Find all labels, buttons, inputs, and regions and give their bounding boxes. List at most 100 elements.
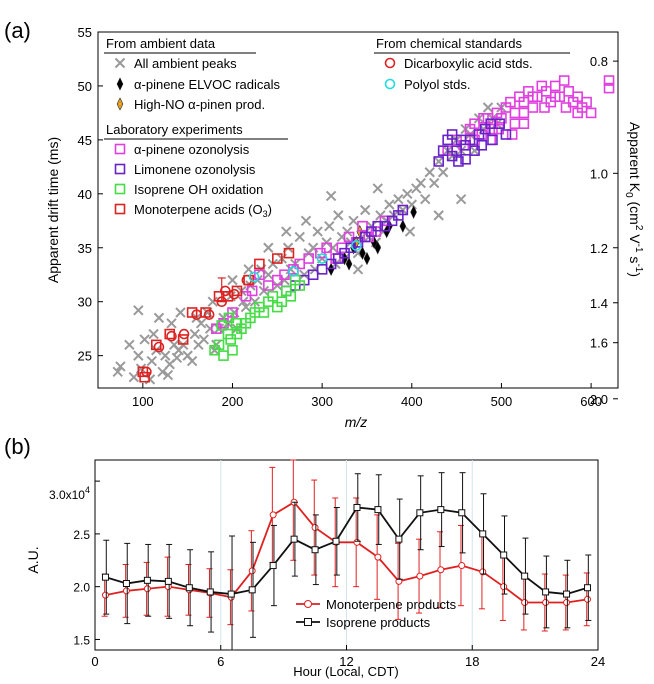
elvoc-point-5 bbox=[363, 251, 371, 266]
limonene-point-18 bbox=[437, 145, 449, 156]
point-1-9 bbox=[290, 535, 298, 543]
monoacid-point-9 bbox=[231, 285, 243, 297]
ambient-point-42 bbox=[267, 258, 279, 270]
limonene-point-24 bbox=[464, 134, 476, 146]
legend-header-ambient: From ambient data bbox=[106, 36, 216, 51]
ambient-point-25-b bbox=[207, 296, 218, 307]
chart-b: 0 6 12 18 24 1.5 2.0 2.5 3.0x104 Hour (Local, C… bbox=[25, 459, 605, 679]
limonene-point-26 bbox=[473, 129, 485, 140]
ambient-point-60 bbox=[333, 210, 344, 221]
ambient-point-102-b bbox=[133, 305, 144, 316]
ambient-point-58-b bbox=[327, 242, 339, 253]
apinene-point-34 bbox=[509, 107, 521, 119]
apinene-point-48 bbox=[572, 91, 583, 103]
ambient-point-85 bbox=[428, 177, 440, 189]
isoprene-point-5 bbox=[227, 344, 238, 356]
point-0-12 bbox=[353, 538, 361, 546]
apinene-point-7 bbox=[272, 274, 283, 286]
y2-tick-label-0: 0.8 bbox=[590, 54, 608, 69]
isoprene-point-21 bbox=[216, 320, 228, 331]
ambient-point-57-b bbox=[324, 220, 335, 232]
apinene-point-5 bbox=[254, 269, 265, 281]
point-1-13 bbox=[374, 506, 382, 514]
ambient-point-18-b bbox=[186, 355, 198, 367]
isoprene-point-16 bbox=[276, 296, 288, 307]
apinene-point-59 bbox=[518, 107, 530, 119]
ambient-point-80-b bbox=[406, 199, 418, 210]
point-1-23 bbox=[584, 584, 592, 592]
ambient-point-116 bbox=[372, 183, 383, 194]
point-0-23 bbox=[584, 595, 592, 603]
legend-label-dicarb: Dicarboxylic acid stds. bbox=[404, 56, 533, 71]
monoacid-point-4 bbox=[177, 334, 189, 345]
point-1-16 bbox=[437, 506, 445, 514]
isoprene-point-20 bbox=[294, 280, 306, 291]
legend-symbol-isoprene bbox=[114, 183, 126, 195]
chart-a-legend: From ambient data Laboratory experiments… bbox=[104, 36, 570, 219]
dicarb-point-8 bbox=[228, 288, 240, 300]
isoprene-point-18 bbox=[285, 291, 297, 302]
point-0-13 bbox=[374, 553, 382, 561]
point-0-10 bbox=[311, 524, 319, 532]
ambient-point-119 bbox=[455, 194, 467, 205]
ambient-point-83-b bbox=[420, 194, 431, 205]
apinene-point-64 bbox=[572, 107, 583, 119]
chart-b-legend: Monoterpene products Isoprene products bbox=[296, 597, 457, 630]
point-1-5 bbox=[206, 588, 214, 596]
point-0-14 bbox=[395, 577, 403, 585]
x-tick-label-3: 400 bbox=[401, 394, 423, 409]
point-1-18 bbox=[479, 530, 487, 538]
limonene-point-25 bbox=[469, 145, 480, 156]
ambient-point-52-b bbox=[307, 242, 319, 253]
ambient-point-79 bbox=[402, 188, 413, 200]
elvoc-point-7 bbox=[374, 241, 381, 255]
ambient-point-49-b bbox=[294, 231, 305, 243]
apinene-point-29 bbox=[487, 123, 498, 135]
legend-symbol-elvoc bbox=[116, 77, 124, 91]
monoacid-point-12 bbox=[272, 253, 283, 264]
ambient-point-115 bbox=[352, 264, 364, 275]
ambient-point-22-b bbox=[198, 334, 210, 345]
legend-symbol-polyol bbox=[384, 78, 396, 90]
ambient-point-43 bbox=[272, 280, 283, 291]
ambient-point-2 bbox=[128, 372, 140, 383]
panel-b-label: (b) bbox=[4, 434, 31, 459]
legend-label-highno: High-NO α-pinen prod. bbox=[134, 97, 265, 112]
limonene-point-13 bbox=[379, 220, 391, 232]
ambient-point-54-b bbox=[312, 226, 323, 237]
point-0-0 bbox=[101, 591, 109, 599]
monoacid-point-2 bbox=[150, 339, 162, 351]
apinene-point-38 bbox=[527, 102, 539, 113]
ambient-point-42-b bbox=[267, 258, 279, 270]
ambient-point-118 bbox=[433, 210, 444, 221]
point-1-2 bbox=[143, 576, 151, 584]
ambient-point-17-b bbox=[182, 350, 193, 361]
ambient-point-5 bbox=[139, 334, 150, 345]
series-limonene bbox=[280, 118, 512, 297]
apinene-point-31 bbox=[496, 113, 507, 124]
point-1-21 bbox=[542, 588, 550, 596]
apinene-point-62 bbox=[549, 91, 561, 103]
ambient-point-75 bbox=[384, 199, 395, 210]
dicarb-point-4 bbox=[191, 309, 202, 320]
apinene-point-45 bbox=[558, 75, 570, 86]
ambient-point-56-b bbox=[321, 237, 332, 248]
point-1-4 bbox=[185, 584, 193, 592]
legend-label-isoprene: Isoprene OH oxidation bbox=[134, 182, 263, 197]
ambient-point-60-b bbox=[333, 210, 344, 221]
ambient-point-117-b bbox=[404, 226, 416, 237]
ambient-point-50-b bbox=[298, 269, 310, 280]
legend-marker-monoacid bbox=[114, 203, 126, 215]
apinene-point-0 bbox=[211, 323, 222, 334]
ambient-point-1-b bbox=[115, 361, 126, 372]
limonene-point-11 bbox=[366, 226, 377, 237]
isoprene-point-12 bbox=[258, 307, 270, 318]
limonene-point-4 bbox=[316, 264, 328, 275]
y2-tick-label-3: 1.4 bbox=[590, 296, 608, 311]
ambient-point-21-b bbox=[195, 318, 207, 329]
ambient-point-103-b bbox=[148, 328, 159, 340]
ambient-point-80 bbox=[406, 199, 418, 210]
limonene-point-14 bbox=[386, 215, 398, 227]
ambient-point-72-b bbox=[375, 210, 386, 221]
